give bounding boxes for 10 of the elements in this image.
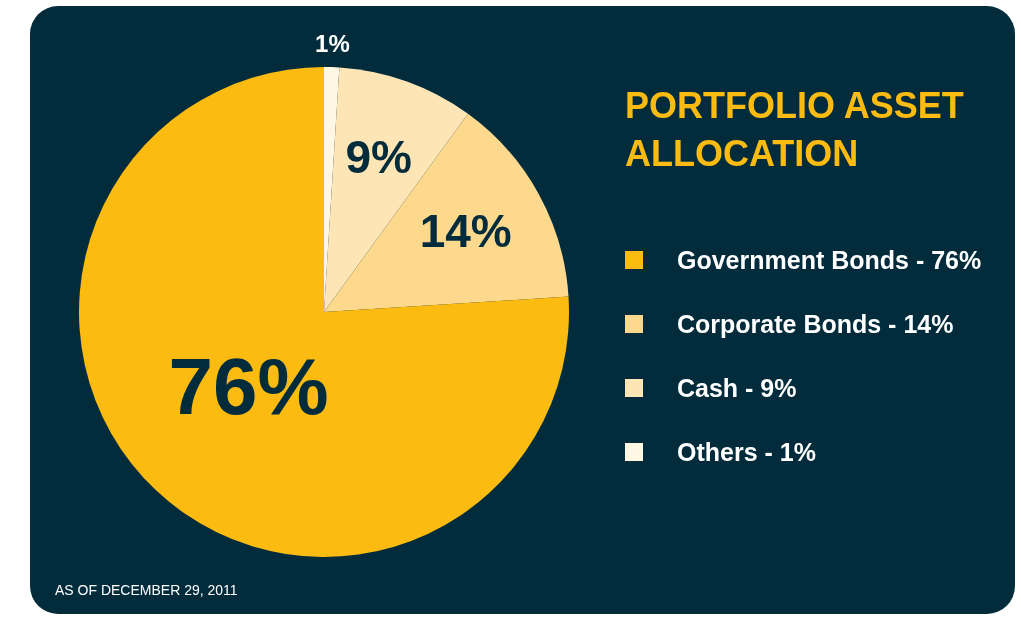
data-label: 76% <box>168 342 329 432</box>
text: PORTFOLIO ASSET ALLOCATION <box>625 84 965 176</box>
data-label: 9% <box>345 130 413 183</box>
data-label: 1% <box>315 29 350 57</box>
data-label: 14% <box>419 204 512 257</box>
text: AS OF DECEMBER 29, 2011 <box>55 582 238 598</box>
legend-label: Corporate Bonds - 14% <box>677 309 954 339</box>
legend-label: Government Bonds - 76% <box>677 245 982 275</box>
legend-label: Cash - 9% <box>677 373 797 403</box>
legend-label: Others - 1% <box>677 437 816 467</box>
